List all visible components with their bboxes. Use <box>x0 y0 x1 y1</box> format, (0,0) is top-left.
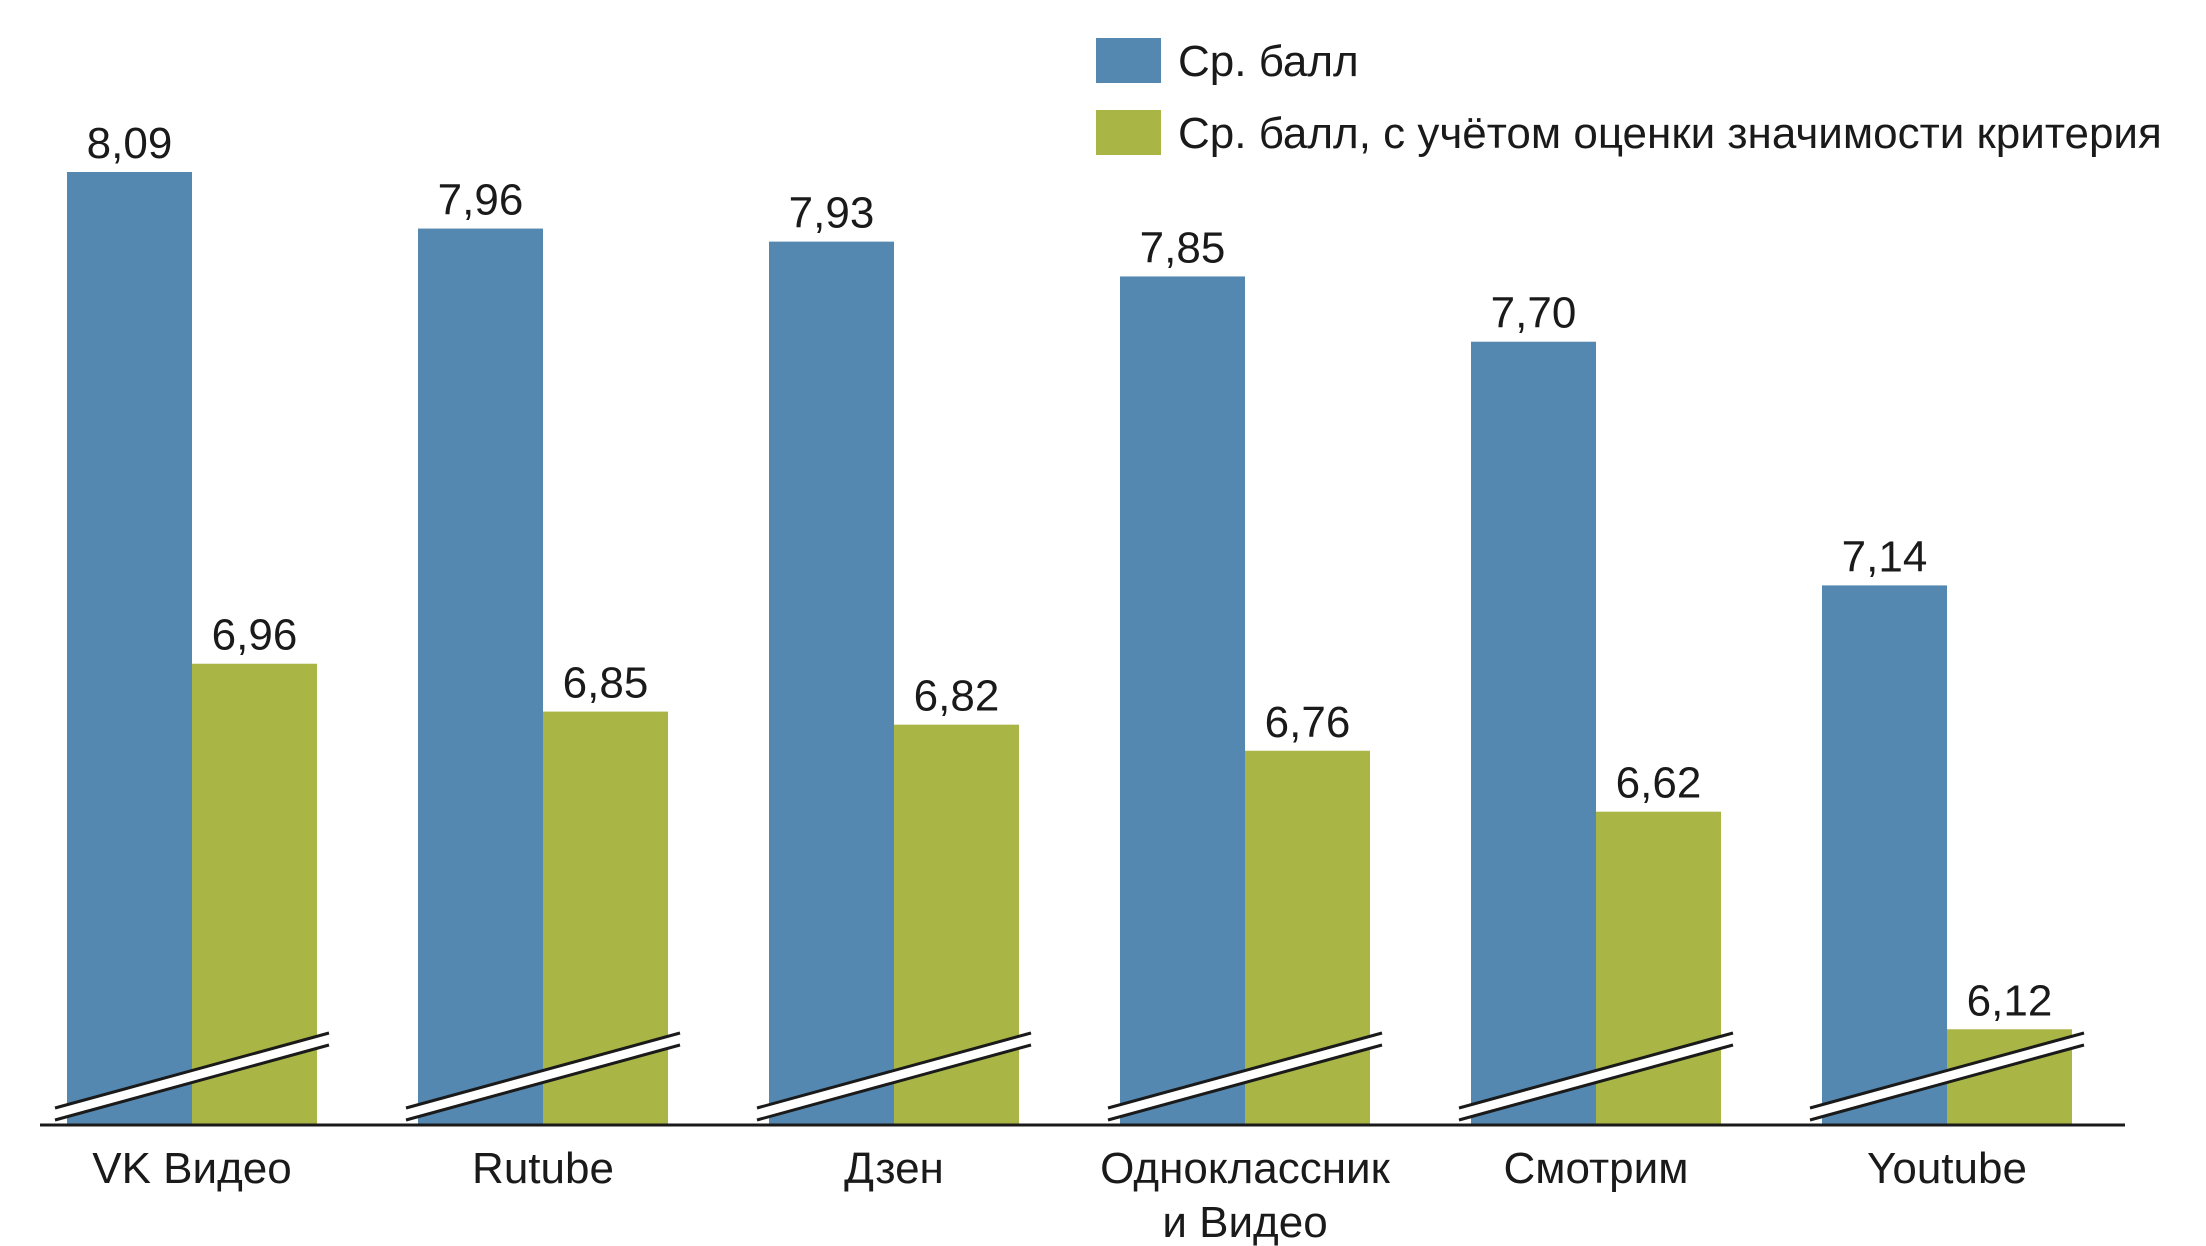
axis-break-line <box>1107 1043 1383 1122</box>
legend-swatch <box>1096 110 1161 155</box>
axis-break-line <box>1809 1043 2085 1122</box>
axis-break-line <box>756 1031 1032 1110</box>
value-label: 7,85 <box>1140 223 1226 272</box>
value-label: 6,76 <box>1265 698 1351 747</box>
value-label: 6,85 <box>563 659 649 708</box>
value-label: 8,09 <box>87 119 173 168</box>
axis-break-line <box>405 1031 681 1110</box>
axis-break-gap <box>757 1033 1031 1120</box>
legend-label: Ср. балл <box>1178 37 1359 86</box>
axis-break-gap <box>1108 1033 1382 1120</box>
axis-break-line <box>54 1031 330 1110</box>
value-label: 6,82 <box>914 672 1000 721</box>
axis-break-line <box>1809 1031 2085 1110</box>
axis-break-gap <box>1459 1033 1733 1120</box>
category-label: Rutube <box>472 1144 614 1193</box>
axis-break-line <box>1458 1043 1734 1122</box>
axis-break-line <box>756 1043 1032 1122</box>
category-label: VK Видео <box>92 1144 291 1193</box>
axis-break-line <box>405 1043 681 1122</box>
legend-swatch <box>1096 38 1161 83</box>
value-label: 7,70 <box>1491 289 1577 338</box>
value-label: 7,93 <box>789 189 875 238</box>
category-label: Одноклассник <box>1100 1144 1390 1193</box>
x-axis-labels: VK Видео Rutube Дзен Одноклассник и Видео Смо… <box>92 1144 2027 1246</box>
value-label: 7,96 <box>438 176 524 225</box>
axis-break-marks <box>54 1031 2085 1122</box>
axis-break-line <box>1107 1031 1383 1110</box>
bar-avg-1 <box>418 228 543 1125</box>
value-label: 6,12 <box>1967 976 2053 1025</box>
axis-break-gap <box>406 1033 680 1120</box>
category-label: и Видео <box>1162 1198 1327 1246</box>
axis-break-line <box>54 1043 330 1122</box>
chart-bars <box>67 172 2072 1126</box>
axis-break-line <box>1458 1031 1734 1110</box>
bar-avg-3 <box>1120 276 1245 1125</box>
value-label: 7,14 <box>1842 532 1928 581</box>
category-label: Дзен <box>844 1144 944 1193</box>
category-label: Смотрим <box>1504 1144 1689 1193</box>
legend-label: Ср. балл, с учётом оценки значимости кри… <box>1178 109 2162 158</box>
value-labels: 8,09 6,96 7,96 6,85 7,93 6,82 7,85 6,76 7,70 6,62… <box>87 119 2053 1025</box>
bar-avg-2 <box>769 241 894 1126</box>
value-label: 6,62 <box>1616 759 1702 808</box>
axis-break-gap <box>55 1033 329 1120</box>
bar-avg-0 <box>67 172 192 1125</box>
bar-avg-4 <box>1471 341 1596 1125</box>
axis-break-gap <box>1810 1033 2084 1120</box>
category-label: Youtube <box>1867 1144 2027 1193</box>
chart-legend: Ср. балл Ср. балл, с учётом оценки значим… <box>1096 37 2162 158</box>
value-label: 6,96 <box>212 611 298 660</box>
bar-avg-5 <box>1822 585 1947 1125</box>
